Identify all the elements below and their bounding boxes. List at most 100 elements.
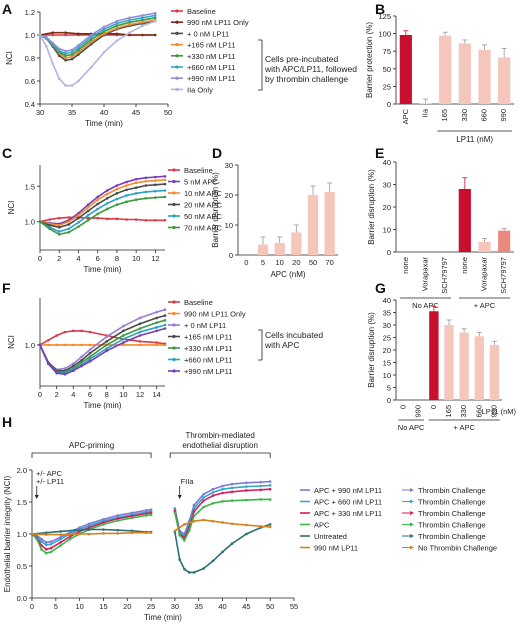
data-point: [115, 184, 119, 187]
data-point: [145, 509, 148, 512]
data-point: [40, 540, 43, 543]
data-point: [173, 509, 177, 513]
data-point: [38, 220, 42, 223]
bar: [439, 35, 452, 104]
data-point: [77, 44, 80, 47]
legend-marker: [175, 76, 179, 80]
data-point: [70, 53, 74, 56]
data-point: [55, 334, 58, 337]
data-point: [187, 571, 191, 574]
annotation-label: +/- LP11: [36, 477, 64, 486]
x-tick-label: 50: [164, 108, 172, 117]
data-point: [106, 217, 109, 221]
y-tick-label: 40: [383, 158, 391, 167]
legend-label: + 0 nM LP11: [184, 321, 226, 330]
data-point: [138, 316, 142, 320]
data-point: [183, 539, 186, 542]
legend-label: 10 nM APC: [184, 189, 223, 198]
bar: [444, 325, 454, 400]
legend-marker: [175, 43, 179, 47]
x-tick-label: 165: [440, 109, 449, 122]
data-point: [192, 503, 196, 507]
data-point: [128, 33, 131, 37]
data-point: [105, 335, 108, 339]
data-point: [96, 202, 99, 206]
data-point: [130, 529, 134, 533]
data-point: [245, 489, 248, 492]
data-point: [70, 48, 74, 52]
data-point: [230, 542, 234, 545]
data-point: [259, 480, 262, 484]
data-point: [138, 343, 142, 347]
x-tick-label: 40: [218, 602, 226, 611]
data-point: [163, 218, 167, 222]
phase-label: Thrombin-mediated: [185, 431, 254, 440]
y-tick-label: 1.0: [25, 218, 35, 227]
x-axis-label: Time (min): [144, 613, 182, 622]
data-point: [122, 343, 125, 347]
x-tick-label: 5: [261, 258, 265, 267]
bar: [459, 332, 469, 400]
data-point: [153, 19, 157, 23]
y-tick-label: 0: [387, 396, 391, 405]
data-point: [115, 22, 119, 25]
series-line: [39, 20, 156, 62]
legend-label: +330 nM LP11: [187, 52, 235, 61]
y-tick-label: 50: [383, 65, 391, 74]
legend-label: 70 nM APC: [184, 224, 223, 233]
legend-marker: [175, 9, 179, 13]
group-label: No APC: [398, 423, 425, 432]
data-point: [144, 190, 148, 194]
data-point: [230, 522, 234, 526]
data-point: [221, 484, 224, 488]
data-point: [211, 487, 215, 491]
data-point: [144, 176, 148, 180]
data-point: [134, 192, 138, 195]
y-tick-label: 0: [387, 248, 391, 257]
data-point: [102, 523, 105, 526]
legend-challenge-label: Thrombin Challenge: [418, 521, 486, 530]
data-point: [77, 46, 80, 49]
data-point: [155, 310, 158, 314]
x-tick-label: 660: [474, 405, 483, 418]
data-point: [259, 525, 262, 528]
panel-letter-g: G: [375, 280, 386, 296]
legend-marker: [172, 346, 176, 350]
data-point: [245, 481, 248, 485]
data-point: [102, 532, 105, 535]
legend-marker: [175, 31, 179, 35]
legend-label: +165 nM LP11: [187, 41, 235, 50]
data-point: [57, 216, 61, 220]
legend-marker: [172, 311, 176, 316]
data-point: [192, 507, 196, 510]
data-point: [145, 512, 148, 515]
data-point: [192, 510, 196, 513]
data-point: [44, 551, 48, 555]
x-tick-label: 0: [244, 258, 248, 267]
y-tick-label: 20: [225, 191, 233, 200]
y-tick-label: 1.5: [17, 498, 27, 507]
legend-label: APC: [314, 521, 330, 530]
data-point: [77, 50, 80, 54]
data-point: [155, 341, 158, 344]
data-point: [57, 49, 61, 53]
data-point: [125, 194, 128, 197]
data-point: [102, 27, 106, 31]
data-point: [49, 550, 53, 554]
x-tick-label: 0: [30, 602, 34, 611]
data-point: [57, 54, 61, 57]
data-point: [202, 518, 205, 522]
data-point: [149, 531, 153, 535]
legend-label: 20 nM APC: [184, 201, 223, 210]
data-point: [49, 546, 53, 550]
x-tick-label: 10: [119, 390, 127, 399]
data-point: [155, 343, 158, 347]
data-point: [96, 212, 99, 216]
data-point: [59, 535, 62, 539]
data-point: [70, 57, 74, 61]
y-tick-label: 10: [225, 221, 233, 230]
legend-label: Baseline: [184, 166, 213, 175]
x-tick-label: 70: [325, 258, 333, 267]
data-point: [122, 324, 125, 328]
group-label: No APC: [412, 301, 439, 310]
